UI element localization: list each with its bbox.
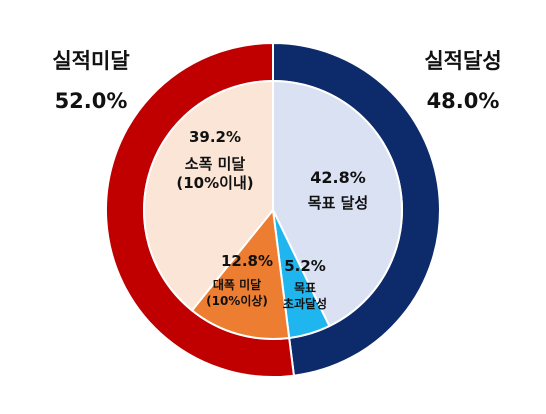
inner-slice-3 — [143, 79, 274, 312]
inner-label-big-miss-name-1: 대폭 미달 — [212, 277, 262, 292]
inner-label-goal-met-name: 목표 달성 — [307, 194, 369, 212]
inner-label-exceeded-name-2: 초과달성 — [282, 296, 328, 311]
inner-label-small-miss-name-2: (10%이내) — [176, 173, 254, 192]
inner-label-goal-met: 42.8% 목표 달성 — [288, 168, 388, 213]
inner-label-exceeded-name-1: 목표 — [293, 280, 317, 295]
inner-label-big-miss: 12.8% 대폭 미달 (10%이상) — [192, 252, 282, 309]
outer-label-met-value: 48.0% — [426, 89, 500, 113]
inner-label-small-miss: 39.2% 소폭 미달 (10%이내) — [160, 128, 270, 192]
inner-label-exceeded-value: 5.2% — [284, 257, 326, 275]
inner-slice-2 — [190, 207, 291, 340]
inner-label-exceeded: 5.2% 목표 초과달성 — [270, 257, 340, 312]
outer-label-met-name: 실적달성 — [424, 49, 502, 73]
inner-label-small-miss-name-1: 소폭 미달 — [184, 154, 246, 173]
outer-label-met: 실적달성 48.0% — [408, 45, 518, 113]
inner-label-goal-met-value: 42.8% — [310, 168, 366, 187]
inner-label-big-miss-value: 12.8% — [220, 252, 274, 270]
outer-label-unmet: 실적미달 52.0% — [36, 45, 146, 113]
outer-label-unmet-value: 52.0% — [54, 89, 128, 113]
inner-label-big-miss-name-2: (10%이상) — [206, 293, 268, 308]
inner-ring — [143, 79, 403, 340]
inner-label-small-miss-value: 39.2% — [188, 128, 242, 146]
outer-label-unmet-name: 실적미달 — [52, 49, 130, 73]
inner-slice-0 — [272, 79, 403, 328]
